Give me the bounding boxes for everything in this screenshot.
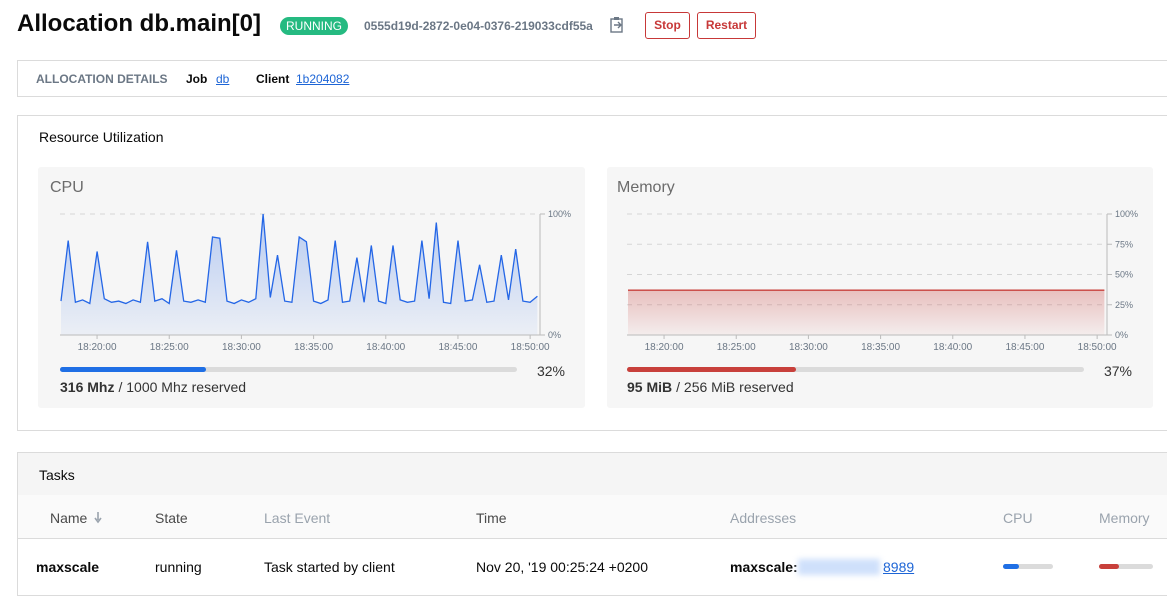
restart-button[interactable]: Restart — [697, 12, 756, 39]
column-header[interactable]: Name — [50, 510, 88, 526]
task-address-label: maxscale: — [730, 559, 798, 575]
y-tick-label: 0% — [548, 330, 561, 340]
copy-icon[interactable] — [608, 16, 626, 34]
usage-percent: 37% — [1103, 363, 1132, 379]
x-tick-label: 18:25:00 — [717, 342, 756, 353]
x-tick-label: 18:20:00 — [645, 342, 684, 353]
task-cpu-bar — [1003, 564, 1019, 569]
task-state: running — [155, 559, 202, 575]
usage-reserved: / 1000 Mhz reserved — [118, 379, 247, 395]
task-address-link[interactable]: 8989 — [883, 559, 915, 575]
status-badge: RUNNING — [280, 17, 348, 35]
chart: 0% 100% 18:20:00 18:25:00 18:30:00 18:35:00 18… — [60, 209, 571, 353]
column-header[interactable]: State — [155, 510, 188, 526]
cpu-card: CPU 0% 100% 18:20:00 18:25:00 18:30:00 18:35:0… — [38, 167, 585, 408]
usage-used: 95 MiB — [627, 379, 673, 395]
x-tick-label: 18:45:00 — [1005, 342, 1044, 353]
x-tick-label: 18:35:00 — [294, 342, 333, 353]
x-tick-label: 18:40:00 — [933, 342, 972, 353]
page-title: Allocation db.main[0] — [17, 10, 262, 37]
y-tick-label: 50% — [1115, 270, 1133, 280]
x-tick-label: 18:25:00 — [150, 342, 189, 353]
usage-used: 316 Mhz — [60, 379, 115, 395]
tasks-panel: Tasks — [17, 452, 1167, 596]
resource-title: Resource Utilization — [39, 129, 164, 145]
allocation-id: 0555d19d-2872-0e04-0376-219033cdf55a — [364, 19, 593, 33]
y-tick-label: 100% — [548, 209, 571, 219]
task-time: Nov 20, '19 00:25:24 +0200 — [476, 559, 648, 575]
x-tick-label: 18:30:00 — [222, 342, 261, 353]
sort-icon[interactable] — [93, 511, 103, 524]
task-memory-track — [1099, 564, 1153, 569]
y-tick-label: 100% — [1115, 209, 1138, 219]
area — [60, 214, 538, 335]
column-header: CPU — [1003, 510, 1033, 526]
stop-button[interactable]: Stop — [645, 12, 690, 39]
column-header: Memory — [1099, 510, 1150, 526]
x-tick-label: 18:50:00 — [511, 342, 550, 353]
usage-track — [60, 367, 517, 372]
area — [627, 290, 1105, 335]
chart-title: Memory — [617, 179, 675, 196]
usage-bar — [627, 367, 797, 372]
line — [60, 213, 538, 305]
x-tick-label: 18:35:00 — [861, 342, 900, 353]
y-tick-label: 75% — [1115, 239, 1133, 249]
details-bar: ALLOCATION DETAILS Job db Client 1b20408… — [17, 60, 1167, 97]
usage-reserved: / 256 MiB reserved — [676, 379, 794, 395]
task-name[interactable]: maxscale — [36, 559, 100, 575]
usage-summary: 316 Mhz/ 1000 Mhz reserved — [60, 379, 246, 395]
usage-percent: 32% — [536, 363, 565, 379]
x-tick-label: 18:20:00 — [78, 342, 117, 353]
column-header[interactable]: Time — [476, 510, 507, 526]
redacted-blur — [798, 559, 880, 575]
tasks-title: Tasks — [39, 467, 75, 483]
resource-panel: Resource Utilization — [17, 115, 1167, 431]
x-tick-label: 18:40:00 — [366, 342, 405, 353]
y-tick-label: 25% — [1115, 300, 1133, 310]
column-header: Addresses — [730, 510, 797, 526]
chart-title: CPU — [50, 179, 84, 196]
usage-bar — [60, 367, 207, 372]
job-link[interactable]: db — [216, 72, 230, 86]
details-label: ALLOCATION DETAILS — [36, 72, 168, 86]
tasks-column-bar — [18, 495, 1167, 539]
memory-card: Memory 0% 25% 50% 75% 100% 18:20:00 18:25:00 18:… — [607, 167, 1153, 408]
usage-summary: 95 MiB/ 256 MiB reserved — [627, 379, 794, 395]
chart: 0% 25% 50% 75% 100% 18:20:00 18:25:00 18:30:00 1… — [627, 209, 1138, 353]
tasks-header-bar — [18, 453, 1167, 496]
task-last-event: Task started by client — [264, 559, 395, 575]
column-header: Last Event — [264, 510, 331, 526]
y-tick-label: 0% — [1115, 330, 1128, 340]
task-cpu-track — [1003, 564, 1053, 569]
x-tick-label: 18:30:00 — [789, 342, 828, 353]
x-tick-label: 18:45:00 — [438, 342, 477, 353]
client-link[interactable]: 1b204082 — [296, 72, 350, 86]
usage-track — [627, 367, 1084, 372]
client-label: Client — [256, 72, 290, 86]
job-label: Job — [186, 72, 208, 86]
x-tick-label: 18:50:00 — [1078, 342, 1117, 353]
task-memory-bar — [1099, 564, 1119, 569]
